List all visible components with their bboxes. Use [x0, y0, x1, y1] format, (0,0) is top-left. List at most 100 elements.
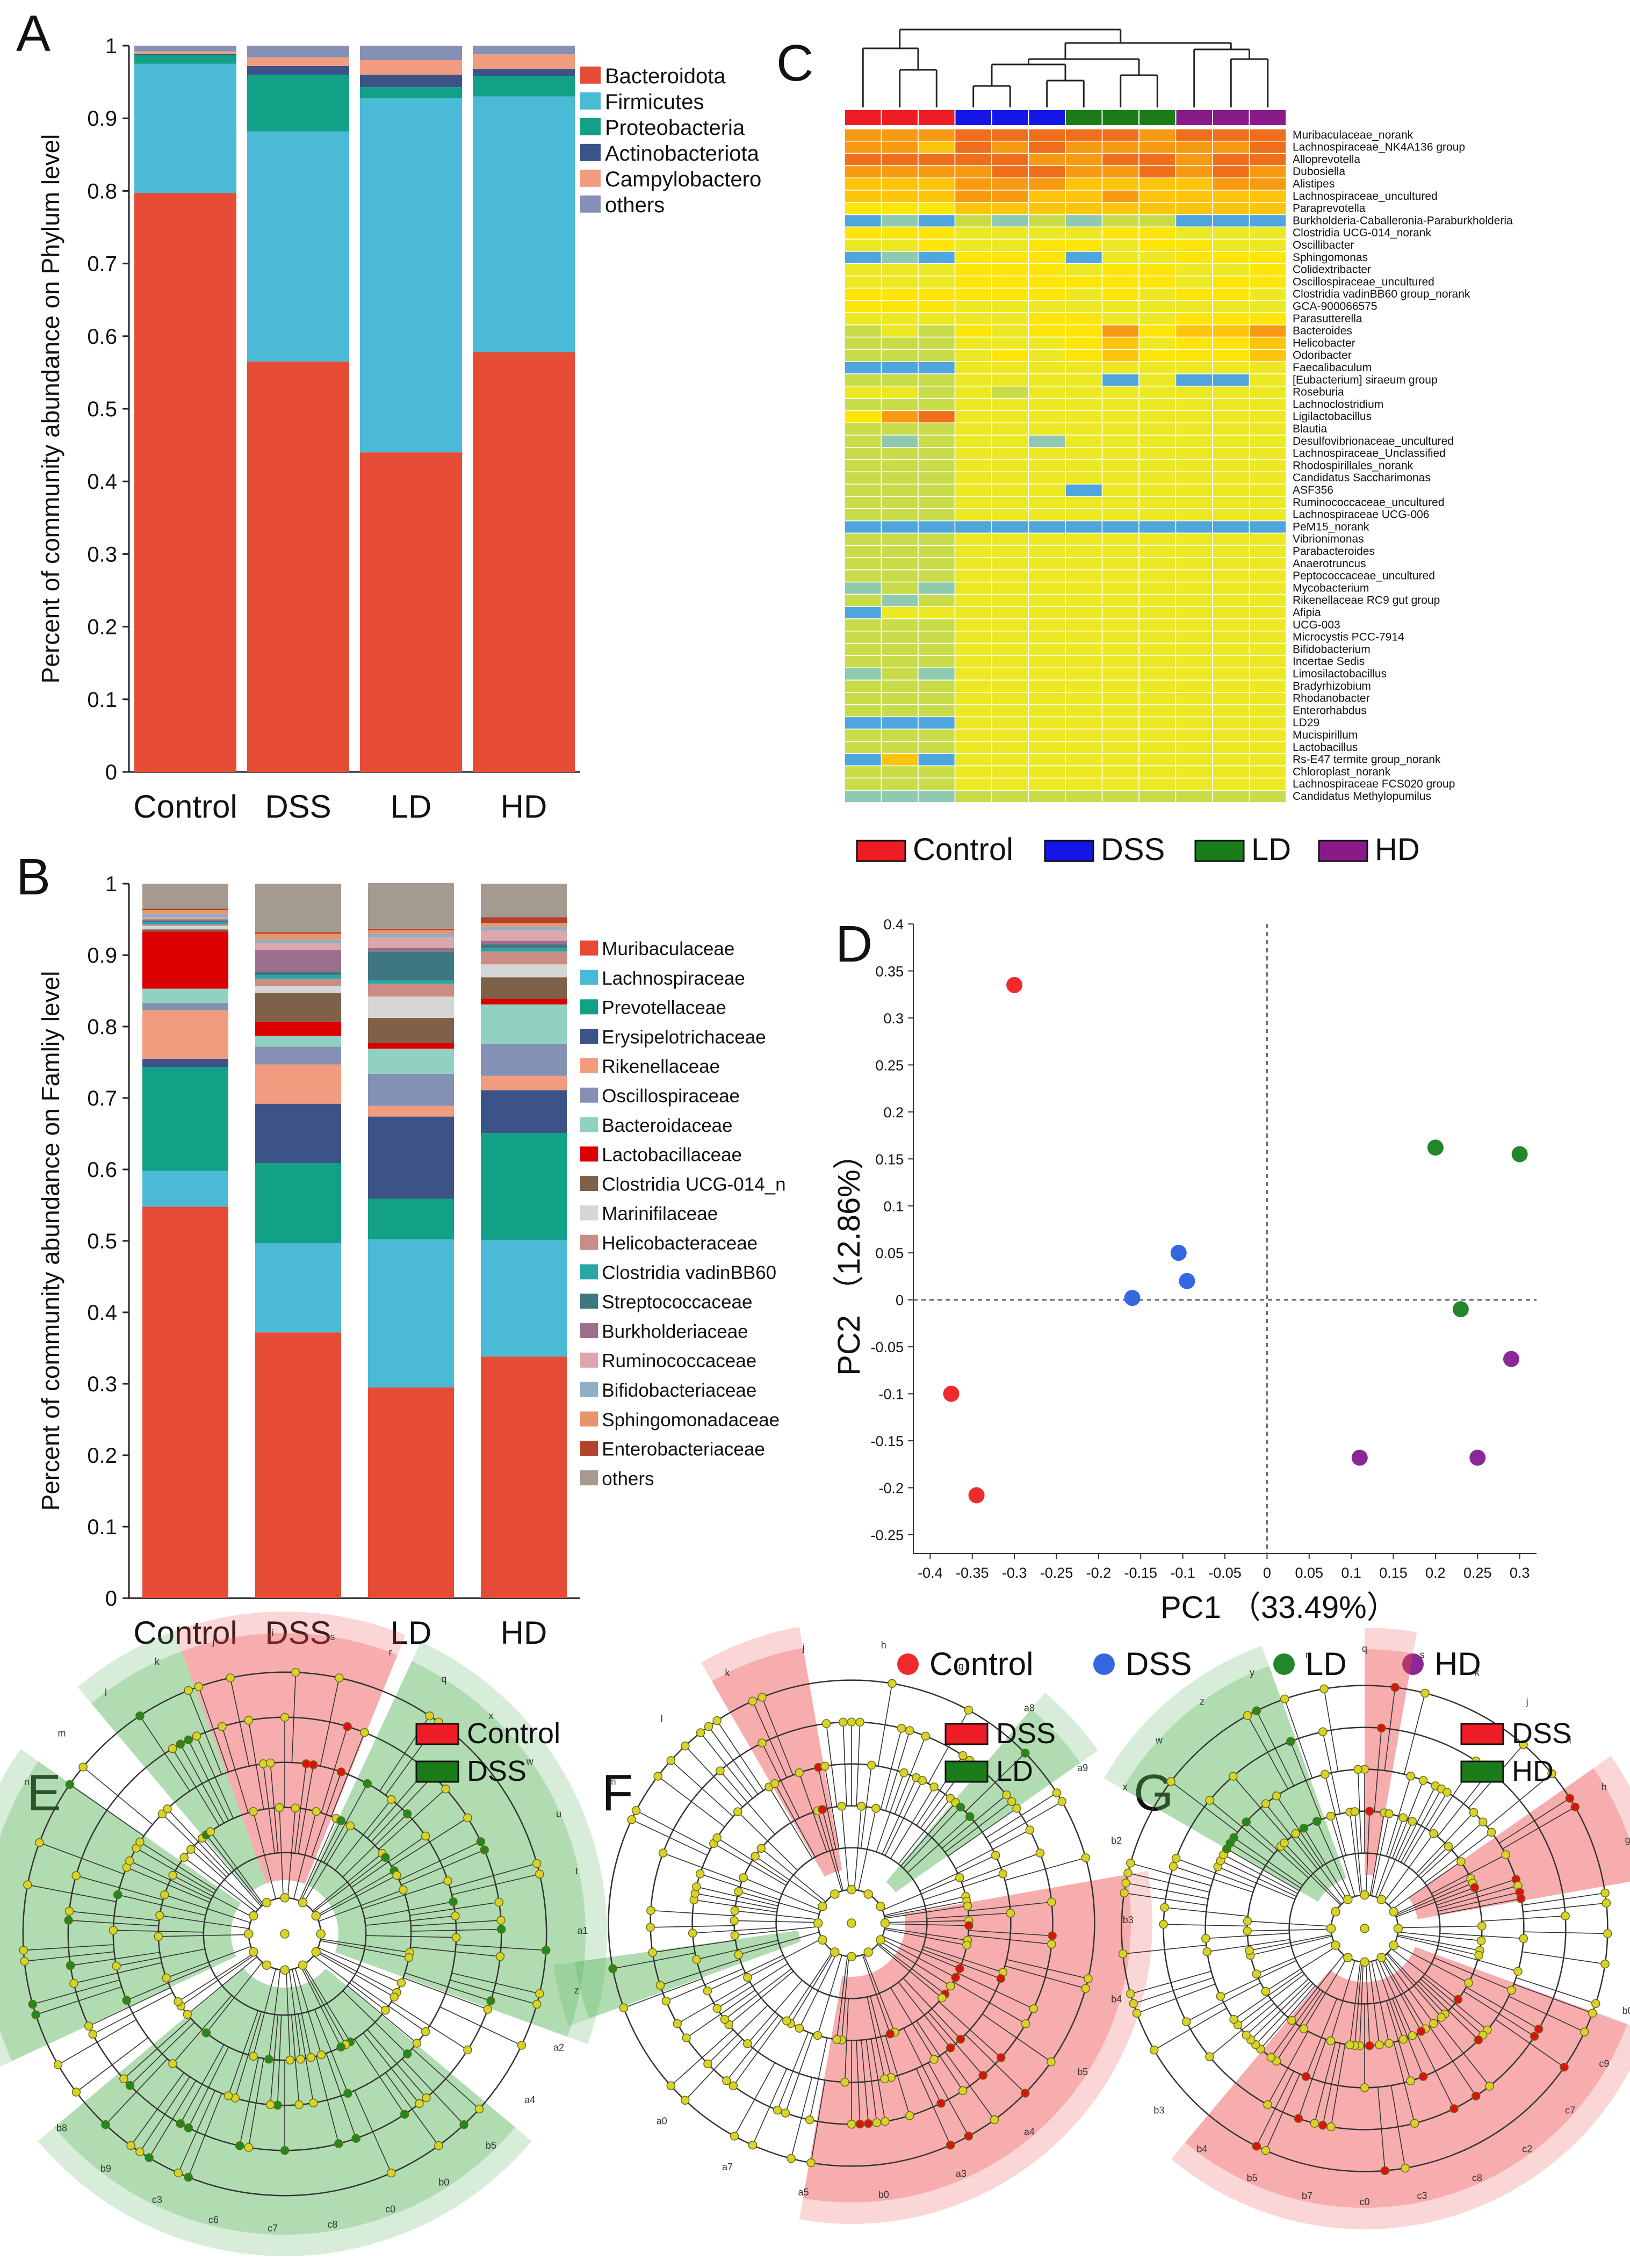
heatmap-cell	[1065, 471, 1103, 485]
clade-node	[387, 1795, 396, 1804]
clade-branch	[342, 1990, 408, 2054]
clade-node	[135, 1837, 145, 1847]
clade-branch	[824, 1766, 840, 1849]
clade-node	[733, 1807, 742, 1816]
clade-node	[1132, 2009, 1142, 2018]
clade-node	[1420, 1688, 1430, 1698]
x-tick-label: -0.2	[1086, 1565, 1112, 1581]
scatter-point	[968, 1487, 985, 1504]
clade-branch	[856, 2040, 861, 2125]
heatmap-cell	[1065, 777, 1103, 791]
clade-node	[1229, 2014, 1238, 2024]
clade-branch	[1418, 1981, 1479, 2040]
heatmap-row-label: Dubosiella	[1293, 165, 1345, 178]
clade-branch	[1163, 1924, 1247, 1927]
clade-node	[695, 1869, 705, 1879]
clade-branch	[1283, 1843, 1342, 1905]
y-tick-label: 0.4	[87, 1301, 117, 1325]
legend-swatch	[580, 1029, 598, 1044]
heatmap-cell	[1138, 312, 1177, 326]
clade-node	[1353, 1765, 1362, 1774]
heatmap-cell	[1249, 349, 1287, 362]
bar-segment	[142, 924, 228, 926]
clade-branch	[391, 2001, 468, 2050]
clade-node	[839, 1717, 848, 1727]
bar-segment	[368, 883, 454, 929]
heatmap-cell	[844, 545, 882, 558]
clade-branch	[294, 1968, 322, 2055]
bar-segment	[255, 932, 341, 934]
heatmap-cell	[991, 287, 1029, 301]
heatmap-row-label: Clostridia vadinBB60 group_norank	[1293, 288, 1470, 300]
heatmap-row-label: Vibrionimonas	[1293, 533, 1364, 545]
clade-node-label: b4	[1111, 1994, 1122, 2005]
clade-node	[1476, 1936, 1486, 1946]
clade-node	[517, 2041, 526, 2050]
clade-node	[1519, 1934, 1528, 1943]
clade-node	[1393, 1924, 1403, 1933]
clade-branch	[139, 2076, 191, 2153]
clade-branch	[366, 1935, 457, 1938]
clade-branch	[248, 2058, 264, 2148]
heatmap-cell	[1212, 581, 1250, 595]
heatmap-cell	[918, 300, 956, 313]
heatmap-cell	[881, 557, 919, 570]
heatmap-row-label: Desulfovibrionaceae_uncultured	[1293, 435, 1454, 447]
x-tick-label: 0.3	[1510, 1565, 1530, 1581]
clade-branch	[1487, 1773, 1553, 1828]
heatmap-row-label: Lactobacillus	[1293, 741, 1358, 754]
bar-segment	[368, 1239, 454, 1388]
clade-branch	[1393, 2042, 1415, 2123]
legend-label: Oscillospiraceae	[602, 1086, 740, 1107]
clade-node	[787, 2154, 796, 2163]
clade-branch	[158, 1934, 249, 1937]
heatmap-cell	[918, 398, 956, 411]
heatmap-cell	[1065, 386, 1103, 399]
clade-node	[335, 1673, 344, 1682]
clade-ring	[608, 1679, 1095, 2167]
clade-branch	[1349, 1961, 1361, 2045]
heatmap-cell	[991, 716, 1029, 729]
legend-label: Enterobacteriaceae	[602, 1439, 765, 1460]
clade-branch	[1280, 1846, 1341, 1905]
bar-segment	[134, 53, 236, 55]
clade-node	[646, 1906, 655, 1915]
heatmap-cell	[1065, 349, 1103, 362]
heatmap-cell	[1028, 263, 1066, 277]
clade-node-label: b5	[1077, 2067, 1088, 2077]
clade-node	[1326, 1924, 1336, 1933]
clade-node	[951, 1973, 960, 1982]
clade-node	[1506, 1985, 1516, 1995]
clade-branch	[263, 1764, 275, 1854]
x-tick-label: LD	[391, 789, 432, 825]
heatmap-cell	[1175, 631, 1213, 644]
clade-node	[1318, 2120, 1328, 2130]
clade-branch	[1260, 1985, 1316, 2049]
clade-branch	[320, 1678, 340, 1766]
heatmap-cell	[1175, 141, 1213, 154]
heatmap-row-label: Helicobacter	[1293, 337, 1355, 349]
bar-segment	[481, 923, 567, 927]
heatmap-cell	[1249, 202, 1287, 215]
clade-branch	[268, 1969, 281, 2060]
clade-node	[449, 1897, 458, 1906]
heatmap-cell	[881, 631, 919, 644]
clade-node	[1243, 1711, 1252, 1720]
heatmap-cell	[844, 704, 882, 718]
heatmap-cell	[1028, 655, 1066, 668]
heatmap-cell	[1138, 483, 1177, 497]
clade-node	[1406, 1772, 1415, 1781]
clade-branch	[903, 1977, 961, 2040]
heatmap-cell	[1101, 141, 1139, 154]
bar-segment	[368, 1116, 454, 1199]
clade-branch	[955, 1829, 1030, 1869]
x-tick-label: 0.2	[1425, 1565, 1446, 1581]
scatter-point	[1351, 1449, 1368, 1466]
heatmap-cell	[954, 569, 992, 583]
heatmap-cell	[1065, 545, 1103, 558]
heatmap-cell	[844, 202, 882, 215]
heatmap-cell	[1101, 545, 1139, 558]
clade-ring	[775, 1847, 928, 1999]
heatmap-cell	[1175, 361, 1213, 374]
clade-node	[291, 1667, 300, 1677]
